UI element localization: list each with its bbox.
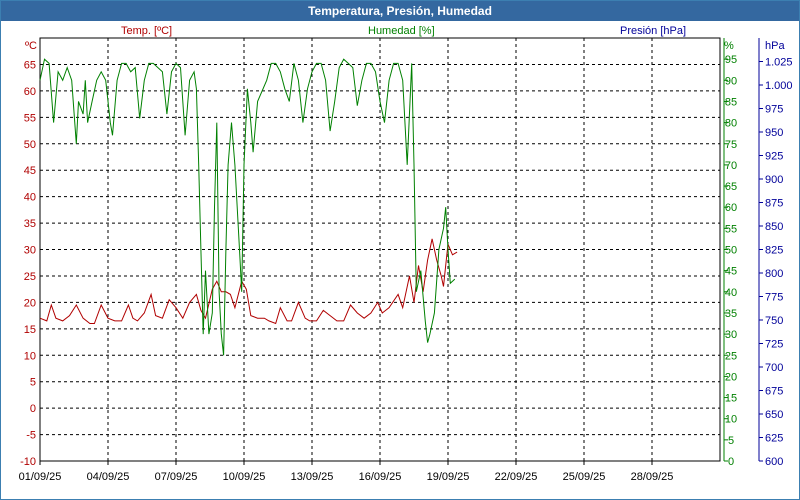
pressure-tick-label: 950 <box>765 127 783 139</box>
x-tick-label: 07/09/25 <box>155 471 198 483</box>
humidity-tick-label: 90 <box>725 75 737 87</box>
temp-tick-label: 5 <box>30 377 36 389</box>
temp-tick-label: 20 <box>24 297 36 309</box>
pressure-tick-label: 625 <box>765 433 783 445</box>
pressure-tick-label: 1.025 <box>765 57 793 69</box>
temp-tick-label: 55 <box>24 112 36 124</box>
temperature-series-line <box>39 238 458 325</box>
pressure-tick-label: 975 <box>765 104 783 116</box>
temp-tick-label: -10 <box>20 456 36 468</box>
humidity-tick-label: 70 <box>725 160 737 172</box>
temp-tick-label: 50 <box>24 139 36 151</box>
pressure-tick-label: 725 <box>765 339 783 351</box>
x-tick-label: 25/09/25 <box>563 471 606 483</box>
temp-tick-label: 30 <box>24 245 36 257</box>
temp-tick-label: 35 <box>24 218 36 230</box>
humidity-tick-label: 65 <box>725 181 737 193</box>
pressure-tick-label: 750 <box>765 315 783 327</box>
pressure-tick-label: 875 <box>765 198 783 210</box>
x-tick-label: 16/09/25 <box>359 471 402 483</box>
x-tick-label: 22/09/25 <box>495 471 538 483</box>
x-tick-label: 13/09/25 <box>291 471 334 483</box>
temp-tick-label: 60 <box>24 86 36 98</box>
x-tick-label: 04/09/25 <box>87 471 130 483</box>
humidity-tick-label: 60 <box>725 202 737 214</box>
humidity-tick-label: 15 <box>725 393 737 405</box>
humidity-tick-label: 5 <box>728 435 734 447</box>
humidity-tick-label: 50 <box>725 245 737 257</box>
temp-tick-label: 45 <box>24 165 36 177</box>
window-title: Temperatura, Presión, Humedad <box>1 1 799 21</box>
pressure-tick-label: 925 <box>765 151 783 163</box>
pressure-unit-label: hPa <box>765 40 785 52</box>
humidity-series-line <box>39 58 456 356</box>
temp-tick-label: 65 <box>24 59 36 71</box>
humidity-tick-label: 40 <box>725 287 737 299</box>
x-tick-label: 19/09/25 <box>427 471 470 483</box>
x-tick-label: 28/09/25 <box>631 471 674 483</box>
x-tick-label: 01/09/25 <box>19 471 62 483</box>
temp-legend-label: Temp. [ºC] <box>121 25 173 37</box>
humidity-tick-label: 75 <box>725 139 737 151</box>
humidity-legend-label: Humedad [%] <box>368 25 435 37</box>
humidity-unit-label: % <box>724 40 734 52</box>
temp-tick-label: 25 <box>24 271 36 283</box>
temp-tick-label: 10 <box>24 350 36 362</box>
pressure-tick-label: 825 <box>765 245 783 257</box>
humidity-tick-label: 10 <box>725 414 737 426</box>
pressure-tick-label: 800 <box>765 268 783 280</box>
humidity-tick-label: 95 <box>725 54 737 66</box>
humidity-tick-label: 30 <box>725 329 737 341</box>
humidity-tick-label: 20 <box>725 371 737 383</box>
humidity-tick-label: 35 <box>725 308 737 320</box>
temp-tick-label: 40 <box>24 192 36 204</box>
pressure-tick-label: 900 <box>765 174 783 186</box>
temp-tick-label: 0 <box>30 403 36 415</box>
humidity-tick-label: 0 <box>728 456 734 468</box>
humidity-tick-label: 45 <box>725 266 737 278</box>
humidity-tick-label: 80 <box>725 118 737 130</box>
pressure-tick-label: 600 <box>765 456 783 468</box>
pressure-tick-label: 700 <box>765 362 783 374</box>
humidity-tick-label: 55 <box>725 223 737 235</box>
temp-unit-label: ºC <box>25 40 37 52</box>
x-tick-label: 10/09/25 <box>223 471 266 483</box>
pressure-tick-label: 850 <box>765 221 783 233</box>
temp-tick-label: -5 <box>26 430 36 442</box>
pressure-tick-label: 650 <box>765 409 783 421</box>
temp-tick-label: 15 <box>24 324 36 336</box>
pressure-legend-label: Presión [hPa] <box>620 25 687 37</box>
pressure-tick-label: 1.000 <box>765 80 793 92</box>
pressure-tick-label: 775 <box>765 292 783 304</box>
pressure-tick-label: 675 <box>765 386 783 398</box>
humidity-tick-label: 25 <box>725 350 737 362</box>
humidity-tick-label: 85 <box>725 96 737 108</box>
